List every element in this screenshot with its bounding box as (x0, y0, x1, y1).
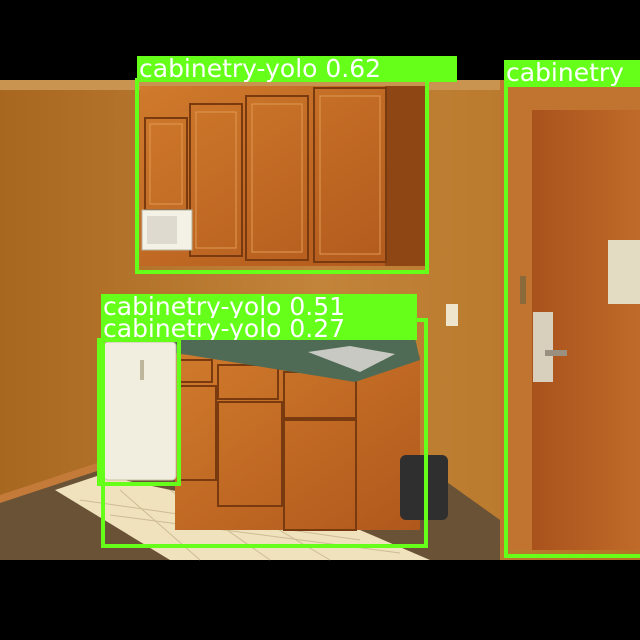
door-lock (533, 312, 553, 382)
detection-label-upper-cabinet: cabinetry-yolo 0.62 (137, 56, 457, 82)
baseboard (0, 462, 100, 503)
upper-cabinet-side (385, 86, 425, 266)
detection-label-fridge: cabinetry-yolo 0.27 (101, 318, 417, 340)
detection-label-door: cabinetry (504, 60, 640, 86)
letterbox-bottom (0, 560, 640, 640)
bbox-fridge (97, 338, 181, 486)
door-sign (608, 240, 640, 304)
wall-outlet (446, 304, 458, 326)
sink (308, 346, 395, 372)
detection-label-lower-cabinet: cabinetry-yolo 0.51 (101, 294, 417, 320)
microwave-window (147, 216, 177, 244)
upper-cabinet-doors (144, 87, 387, 263)
upper-cabinet-panels (149, 95, 381, 255)
door-hinge (520, 276, 526, 304)
fridge-handle (140, 360, 144, 380)
ceiling-strip (0, 80, 640, 90)
door-handle (545, 350, 567, 356)
